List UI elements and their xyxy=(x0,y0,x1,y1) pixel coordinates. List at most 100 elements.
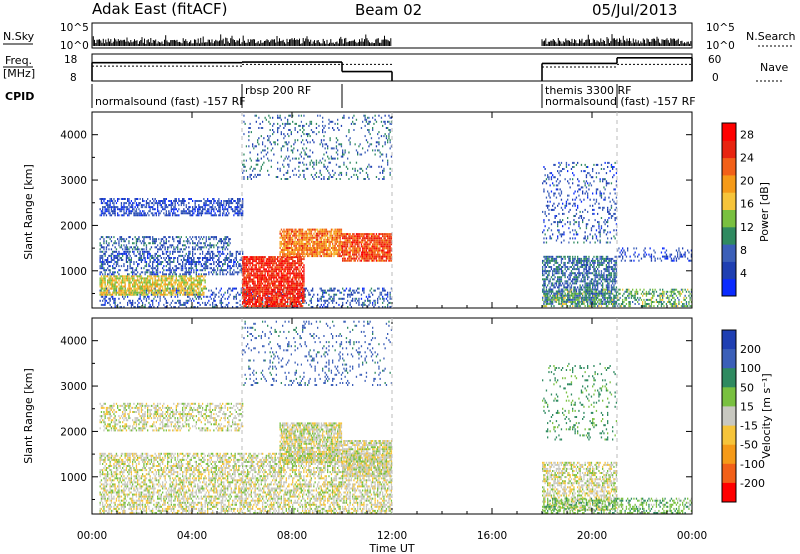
heat-cell xyxy=(114,275,116,278)
heat-cell xyxy=(198,281,200,284)
heat-cell xyxy=(329,240,331,243)
heat-cell xyxy=(149,279,151,282)
heat-cell xyxy=(295,244,298,247)
heat-cell xyxy=(122,206,124,209)
heat-cell xyxy=(110,283,113,286)
heat-cell xyxy=(317,228,319,231)
heat-cell xyxy=(173,269,175,272)
heat-cell xyxy=(325,291,327,294)
heat-cell xyxy=(102,285,104,288)
heat-cell xyxy=(264,301,266,303)
heat-cell xyxy=(114,250,116,253)
heat-cell xyxy=(209,246,211,249)
heat-cell xyxy=(129,206,131,209)
heat-cell xyxy=(249,272,251,275)
heat-cell xyxy=(292,251,294,254)
heat-cell xyxy=(259,294,261,297)
heat-cell xyxy=(257,280,259,283)
heat-cell xyxy=(203,285,205,288)
heat-cell xyxy=(292,247,294,249)
heat-cell xyxy=(259,278,261,281)
heat-cell xyxy=(213,202,215,205)
heat-cell xyxy=(154,202,156,205)
heat-cell xyxy=(252,280,254,283)
heat-cell xyxy=(278,305,280,308)
heat-cell xyxy=(332,236,334,239)
heat-cell xyxy=(104,269,106,272)
heat-cell xyxy=(315,242,318,245)
heat-cell xyxy=(165,277,167,280)
heat-cell xyxy=(324,301,326,304)
heat-cell xyxy=(195,269,197,272)
heat-cell xyxy=(113,210,115,213)
heat-cell xyxy=(284,247,286,249)
heat-cell xyxy=(229,254,231,257)
heat-cell xyxy=(292,284,294,287)
heat-cell xyxy=(180,285,182,288)
heat-cell xyxy=(192,208,194,211)
heat-cell xyxy=(230,202,232,205)
heat-cell xyxy=(174,295,176,298)
heat-cell xyxy=(245,282,247,285)
heat-cell xyxy=(297,298,299,301)
heat-cell xyxy=(265,262,267,265)
heat-cell xyxy=(310,247,313,249)
heat-cell xyxy=(290,238,292,241)
heat-cell xyxy=(263,288,265,291)
heat-cell xyxy=(219,208,221,211)
heat-cell xyxy=(284,284,286,287)
heat-cell xyxy=(100,244,103,247)
heat-cell xyxy=(129,285,131,288)
heat-cell xyxy=(250,270,252,273)
heat-cell xyxy=(159,261,161,263)
heat-cell xyxy=(177,202,179,205)
heat-cell xyxy=(254,290,256,293)
heat-cell xyxy=(328,230,330,233)
heat-cell xyxy=(128,252,130,255)
heat-cell xyxy=(242,260,244,263)
heat-cell xyxy=(265,264,267,267)
heat-cell xyxy=(122,275,124,278)
heat-cell xyxy=(108,285,110,288)
heat-cell xyxy=(118,283,120,286)
heat-cell xyxy=(258,258,260,261)
heat-cell xyxy=(322,289,324,292)
heat-cell xyxy=(284,303,286,305)
heat-cell xyxy=(142,277,144,280)
heat-cell xyxy=(208,259,210,261)
heat-cell xyxy=(208,271,210,274)
heat-cell xyxy=(102,210,104,213)
heat-cell xyxy=(119,246,121,249)
heat-cell xyxy=(245,260,247,263)
heat-cell xyxy=(198,283,200,286)
heat-cell xyxy=(180,267,182,270)
heat-cell xyxy=(197,283,199,286)
heat-cell xyxy=(215,244,217,247)
heat-cell xyxy=(299,296,301,299)
heat-cell xyxy=(230,206,232,209)
heat-cell xyxy=(188,259,190,261)
heat-cell xyxy=(189,206,191,209)
heat-cell xyxy=(322,230,324,233)
heat-cell xyxy=(205,259,207,261)
heat-cell xyxy=(100,267,103,270)
heat-cell xyxy=(218,214,220,217)
heat-cell xyxy=(199,269,201,272)
heat-cell xyxy=(263,286,265,289)
heat-cell xyxy=(147,202,149,205)
heat-cell xyxy=(313,236,315,239)
heat-cell xyxy=(195,277,197,280)
heat-cell xyxy=(239,269,241,272)
heat-cell xyxy=(112,210,114,213)
heat-cell xyxy=(154,259,156,261)
heat-cell xyxy=(150,271,153,274)
heat-cell xyxy=(112,206,114,209)
heat-cell xyxy=(389,306,391,308)
heat-cell xyxy=(139,214,141,217)
heat-cell xyxy=(347,295,349,298)
heat-cell xyxy=(303,282,305,285)
heat-cell xyxy=(178,285,180,288)
heat-cell xyxy=(198,287,200,290)
heat-cell xyxy=(297,251,299,254)
heat-cell xyxy=(279,262,281,265)
